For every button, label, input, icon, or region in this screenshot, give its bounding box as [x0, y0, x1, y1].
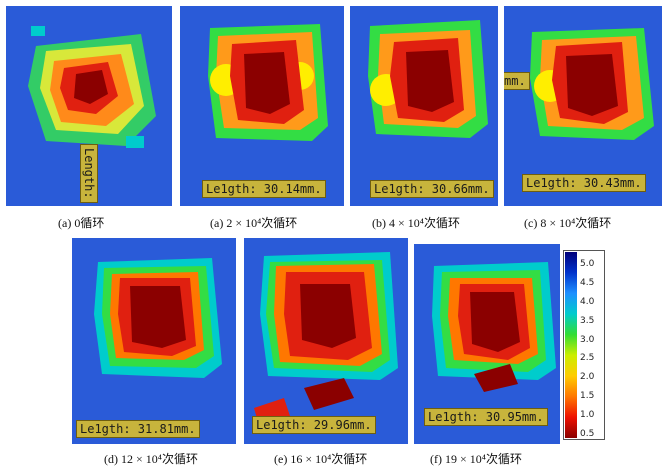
panel-12e4-cycles: Le1gth: 31.81mm. — [72, 238, 236, 444]
scan-image-16e4 — [244, 238, 408, 444]
length-label-8e4: Le1gth: 30.43mm. — [522, 174, 646, 192]
colorbar-tick: 5.0 — [580, 259, 595, 269]
length-label-2e4: Le1gth: 30.14mm. — [202, 180, 326, 198]
length-label-4e4: Le1gth: 30.66mm. — [370, 180, 494, 198]
caption-0-cycles: (a) 0循环 — [58, 216, 105, 230]
scan-image-2e4 — [180, 6, 344, 206]
caption-12e4-cycles: (d) 12 × 10⁴次循环 — [104, 452, 198, 466]
length-label-16e4: Le1gth: 29.96mm. — [252, 416, 376, 434]
scan-image-0 — [6, 6, 172, 206]
clipped-length-label-8e4: mm. — [504, 72, 530, 90]
colorbar-tick: 4.0 — [580, 296, 595, 307]
panel-0-cycles: Length: — [6, 6, 172, 206]
length-label-19e4: Le1gth: 30.95mm. — [424, 408, 548, 426]
colorbar-tick: 1.0 — [580, 410, 595, 421]
colorbar-tick: 1.5 — [580, 391, 595, 402]
colorbar-tick: 3.5 — [580, 315, 595, 326]
panel-16e4-cycles: Le1gth: 29.96mm. — [244, 238, 408, 444]
colorbar-tick: 2.5 — [580, 353, 595, 364]
panel-19e4-cycles: Le1gth: 30.95mm. — [414, 244, 560, 444]
caption-16e4-cycles: (e) 16 × 10⁴次循环 — [274, 452, 368, 466]
caption-19e4-cycles: (f) 19 × 10⁴次循环 — [430, 452, 522, 466]
caption-2e4-cycles: (a) 2 × 10⁴次循环 — [210, 216, 298, 230]
panel-8e4-cycles: Le1gth: 30.43mm. mm. — [504, 6, 662, 206]
scan-image-8e4 — [504, 6, 662, 206]
colorbar: 5.0 4.5 4.0 3.5 3.0 2.5 2.0 1.5 1.0 0.5 — [563, 250, 605, 440]
scan-image-4e4 — [350, 6, 498, 206]
panel-2e4-cycles: Le1gth: 30.14mm. — [180, 6, 344, 206]
colorbar-tick: 2.0 — [580, 372, 595, 383]
caption-4e4-cycles: (b) 4 × 10⁴次循环 — [372, 216, 460, 230]
colorbar-tick: 0.5 — [580, 429, 595, 439]
length-label-0: Length: — [80, 144, 98, 203]
colorbar-gradient — [565, 252, 577, 438]
colorbar-tick: 3.0 — [580, 334, 595, 345]
scan-image-12e4 — [72, 238, 236, 444]
caption-8e4-cycles: (c) 8 × 10⁴次循环 — [524, 216, 612, 230]
length-label-12e4: Le1gth: 31.81mm. — [76, 420, 200, 438]
panel-4e4-cycles: Le1gth: 30.66mm. — [350, 6, 498, 206]
colorbar-tick: 4.5 — [580, 277, 595, 288]
